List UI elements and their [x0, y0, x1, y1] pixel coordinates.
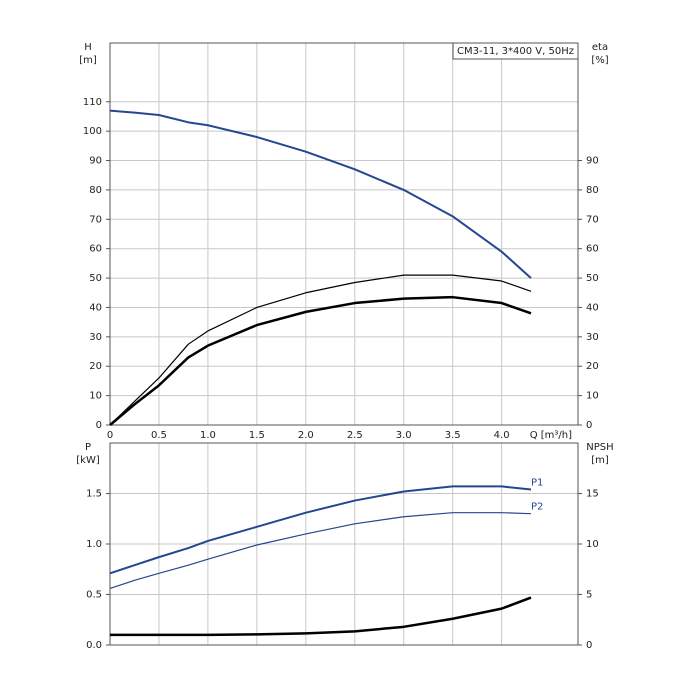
y2-tick-label: 15: [586, 489, 599, 500]
x-tick-label: 3.5: [445, 430, 461, 441]
series-line: [109, 485, 532, 575]
y2-axis-label: eta: [592, 42, 608, 53]
x-tick-label: 3.0: [396, 430, 412, 441]
y2-tick-label: 60: [586, 244, 599, 255]
y-tick-label: 90: [89, 156, 102, 167]
y2-tick-label: 70: [586, 214, 599, 225]
x-axis-label: Q [m³/h]: [530, 430, 572, 441]
series-label: P2: [531, 502, 543, 513]
y-tick-label: 1.0: [86, 539, 102, 550]
y2-tick-label: 0: [586, 640, 592, 651]
y2-tick-label: 5: [586, 590, 592, 601]
y-tick-label: 50: [89, 273, 102, 284]
plot-frame: [109, 442, 579, 646]
y-axis-label: P: [85, 442, 91, 453]
y-tick-label: 0.0: [86, 640, 102, 651]
x-tick-label: 2.0: [298, 430, 314, 441]
series-line: [109, 295, 532, 426]
y2-tick-label: 50: [586, 273, 599, 284]
y2-axis-label: [%]: [591, 55, 608, 66]
y-tick-label: 100: [83, 126, 102, 137]
y-tick-label: 0: [96, 420, 102, 431]
x-tick-label: 0: [107, 430, 113, 441]
series-line: [110, 596, 532, 637]
x-tick-label: 2.5: [347, 430, 363, 441]
x-tick-label: 1.0: [200, 430, 216, 441]
y-tick-label: 10: [89, 391, 102, 402]
series-line: [109, 512, 532, 590]
title-box: [452, 42, 579, 60]
series-label: P1: [531, 477, 543, 488]
y-tick-label: 30: [89, 332, 102, 343]
y-tick-label: 70: [89, 214, 102, 225]
y-axis-label: [m]: [79, 55, 97, 66]
y-tick-label: 40: [89, 302, 102, 313]
y2-tick-label: 40: [586, 302, 599, 313]
y2-tick-label: 80: [586, 185, 599, 196]
y2-tick-label: 0: [586, 420, 592, 431]
plot-frame: [109, 42, 579, 426]
x-tick-label: 0.5: [151, 430, 167, 441]
series-line: [109, 274, 532, 426]
y2-axis-label: NPSH: [586, 442, 613, 453]
y-tick-label: 20: [89, 361, 102, 372]
y2-tick-label: 90: [586, 156, 599, 167]
y2-tick-label: 20: [586, 361, 599, 372]
chart-title: CM3-11, 3*400 V, 50Hz: [457, 46, 574, 57]
y-tick-label: 0.5: [86, 590, 102, 601]
y-axis-label: H: [84, 42, 92, 53]
x-tick-label: 1.5: [249, 430, 265, 441]
y-tick-label: 60: [89, 244, 102, 255]
y2-axis-label: [m]: [591, 455, 609, 466]
y-tick-label: 80: [89, 185, 102, 196]
y-tick-label: 110: [83, 97, 102, 108]
y2-tick-label: 10: [586, 539, 599, 550]
plot-area: [110, 43, 578, 425]
y-tick-label: 1.5: [86, 489, 102, 500]
y2-tick-label: 10: [586, 391, 599, 402]
series-line: [109, 109, 532, 279]
y2-tick-label: 30: [586, 332, 599, 343]
y-axis-label: [kW]: [76, 455, 100, 466]
x-tick-label: 4.0: [494, 430, 510, 441]
